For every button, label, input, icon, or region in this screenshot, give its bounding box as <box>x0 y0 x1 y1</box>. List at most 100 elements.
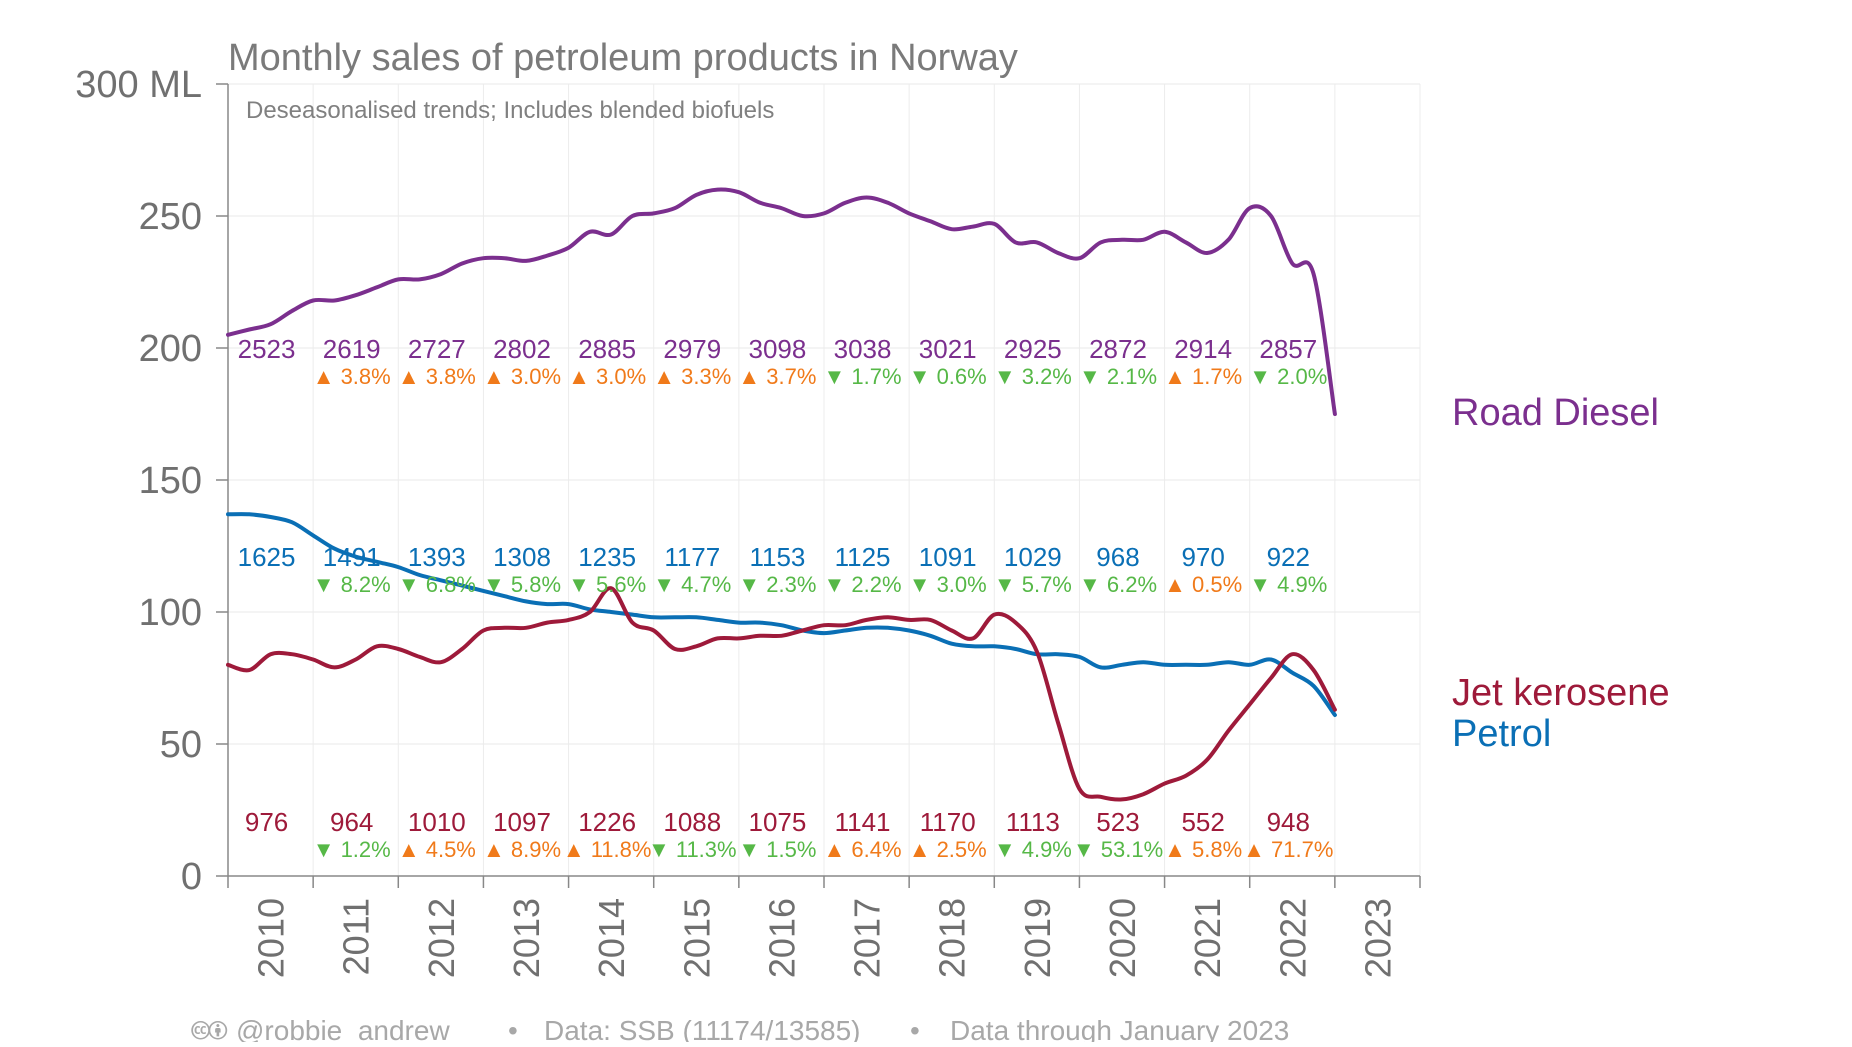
x-tick-label: 2012 <box>421 898 462 978</box>
jet-kerosene-annual-total: 1141 <box>835 807 891 837</box>
jet-kerosene-annual-change: ▲ 8.9% <box>483 837 561 862</box>
petrol-annual-total: 1177 <box>664 542 720 572</box>
road-diesel-annual-total: 3021 <box>919 334 977 364</box>
jet-kerosene-annual-change: ▼ 53.1% <box>1073 837 1163 862</box>
petrol-annual-change: ▼ 5.6% <box>568 572 646 597</box>
petrol-line <box>226 512 1337 717</box>
footer-source: Data: SSB (11174/13585) <box>544 1015 861 1042</box>
road-diesel-annual-total: 2523 <box>238 334 296 364</box>
chart-title: Monthly sales of petroleum products in N… <box>228 37 1018 79</box>
road-diesel-annual-change: ▲ 3.0% <box>483 364 561 389</box>
road-diesel-annual-total: 2885 <box>578 334 636 364</box>
footer-coverage: Data through January 2023 <box>950 1015 1289 1042</box>
road-diesel-line <box>226 187 1337 416</box>
x-tick-label: 2022 <box>1272 898 1313 978</box>
grid <box>227 83 1421 877</box>
petrol-annual-total: 1153 <box>749 542 805 572</box>
petrol-annual-change: ▼ 2.3% <box>738 572 816 597</box>
road-diesel-annual-total: 2802 <box>493 334 551 364</box>
road-diesel-label: Road Diesel <box>1452 392 1659 434</box>
petrol-annual-change: ▼ 3.0% <box>909 572 987 597</box>
y-tick-label: 200 <box>139 328 202 370</box>
petrol-annual-change: ▼ 5.7% <box>994 572 1072 597</box>
jet-kerosene-annual-total: 1226 <box>578 807 636 837</box>
petrol-label: Petrol <box>1452 713 1551 755</box>
jet-kerosene-annual-total: 948 <box>1267 807 1310 837</box>
jet-kerosene-annual-change: ▲ 5.8% <box>1164 837 1242 862</box>
jet-kerosene-annual-total: 1010 <box>408 807 466 837</box>
y-tick-label: 0 <box>181 856 202 898</box>
road-diesel-annual-change: ▲ 3.8% <box>398 364 476 389</box>
x-tick-label: 2013 <box>506 898 547 978</box>
petrol-annual-total: 968 <box>1096 542 1139 572</box>
jet-kerosene-annual-change: ▼ 4.9% <box>994 837 1072 862</box>
petrol-annual-total: 1625 <box>238 542 296 572</box>
jet-kerosene-annual-change: ▲ 4.5% <box>398 837 476 862</box>
jet-kerosene-annual-change: ▼ 1.2% <box>313 837 391 862</box>
jet-kerosene-annual-total: 1075 <box>749 807 807 837</box>
road-diesel-annual-total: 2872 <box>1089 334 1147 364</box>
chart-subtitle: Deseasonalised trends; Includes blended … <box>246 97 774 124</box>
petrol-annual-change: ▼ 6.8% <box>398 572 476 597</box>
y-tick-label: 150 <box>139 460 202 502</box>
cc-by-icon: 🅭🅯 <box>191 1015 227 1042</box>
jet-kerosene-annual-total: 1097 <box>493 807 551 837</box>
x-tick-label: 2010 <box>251 898 292 978</box>
road-diesel-annual-total: 3038 <box>834 334 892 364</box>
jet-kerosene-label: Jet kerosene <box>1452 672 1670 714</box>
x-tick-label: 2016 <box>761 898 802 978</box>
road-diesel-annual-total: 2619 <box>323 334 381 364</box>
footer-author[interactable]: @robbie_andrew <box>236 1015 450 1046</box>
footer: 🅭🅯 @robbie_andrew • Data: SSB (11174/135… <box>191 1015 1289 1046</box>
road-diesel-annual-total: 2857 <box>1259 334 1317 364</box>
jet-kerosene-annual-change: ▲ 6.4% <box>824 837 902 862</box>
road-diesel-annual-total: 2914 <box>1174 334 1232 364</box>
y-tick-label: 50 <box>160 724 202 766</box>
road-diesel-annual-change: ▼ 0.6% <box>909 364 987 389</box>
jet-kerosene-annual-total: 523 <box>1096 807 1139 837</box>
jet-kerosene-annual-total: 976 <box>245 807 288 837</box>
petrol-annual-total: 1393 <box>408 542 466 572</box>
petrol-annual-change: ▲ 0.5% <box>1164 572 1242 597</box>
road-diesel-annual-change: ▲ 1.7% <box>1164 364 1242 389</box>
annual-annotations: 2523 2619▲ 3.8%2727▲ 3.8%2802▲ 3.0%2885▲ … <box>238 334 1334 862</box>
jet-kerosene-annual-change: ▲ 2.5% <box>909 837 987 862</box>
footer-separator: • <box>508 1015 518 1042</box>
road-diesel-annual-change: ▲ 3.8% <box>313 364 391 389</box>
road-diesel-annual-total: 2979 <box>663 334 721 364</box>
x-tick-label: 2021 <box>1187 898 1228 978</box>
petrol-annual-total: 1308 <box>493 542 551 572</box>
petrol-annual-change: ▼ 6.2% <box>1079 572 1157 597</box>
series-lines <box>226 187 1337 802</box>
footer-separator: • <box>910 1015 920 1042</box>
jet-kerosene-annual-total: 964 <box>330 807 373 837</box>
petrol-annual-total: 1091 <box>919 542 977 572</box>
petrol-annual-change: ▼ 5.8% <box>483 572 561 597</box>
petrol-annual-change: ▼ 2.2% <box>824 572 902 597</box>
road-diesel-annual-change: ▲ 3.0% <box>568 364 646 389</box>
petrol-annual-total: 1235 <box>578 542 636 572</box>
road-diesel-annual-total: 2727 <box>408 334 466 364</box>
jet-kerosene-line <box>226 586 1337 802</box>
y-tick-label: 250 <box>139 196 202 238</box>
y-tick-label: 300 ML <box>75 64 202 106</box>
jet-kerosene-annual-total: 1088 <box>663 807 721 837</box>
x-tick-label: 2014 <box>591 898 632 978</box>
petrol-annual-change: ▼ 8.2% <box>313 572 391 597</box>
x-tick-label: 2015 <box>676 898 717 978</box>
jet-kerosene-annual-total: 552 <box>1181 807 1224 837</box>
road-diesel-annual-total: 2925 <box>1004 334 1062 364</box>
road-diesel-annual-change: ▲ 3.7% <box>738 364 816 389</box>
road-diesel-annual-change: ▼ 2.0% <box>1249 364 1327 389</box>
x-tick-label: 2017 <box>847 898 888 978</box>
petrol-annual-total: 1125 <box>835 542 891 572</box>
petrol-annual-total: 1029 <box>1004 542 1062 572</box>
petrol-annual-total: 970 <box>1181 542 1224 572</box>
x-tick-label: 2018 <box>932 898 973 978</box>
petrol-annual-total: 1491 <box>323 542 381 572</box>
jet-kerosene-annual-change: ▲ 11.8% <box>563 837 652 862</box>
x-tick-label: 2020 <box>1102 898 1143 978</box>
